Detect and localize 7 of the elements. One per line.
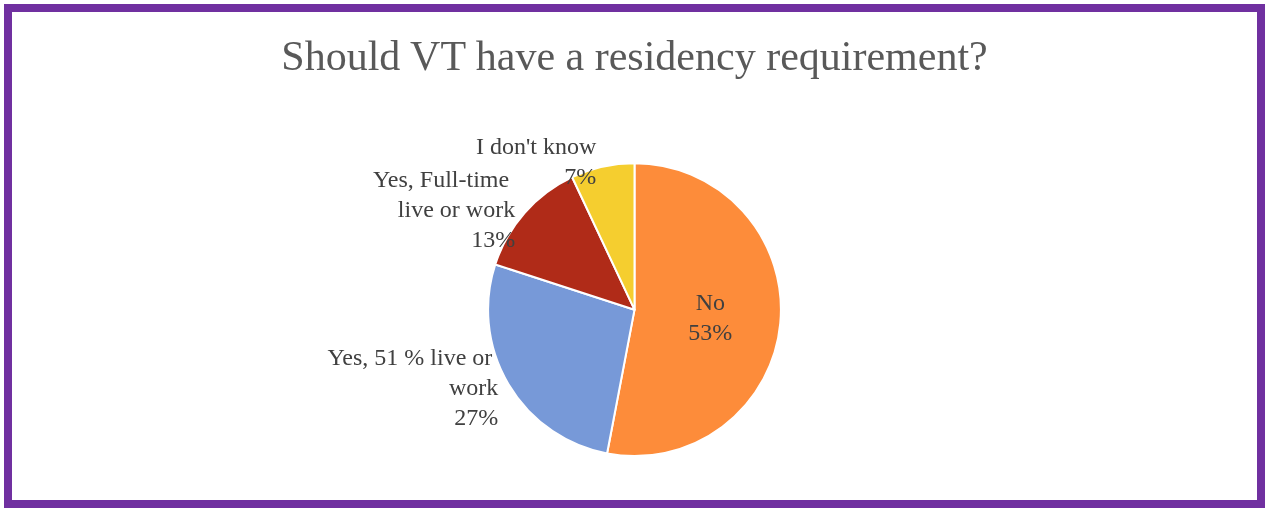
slice-label: Yes, Full-time live or work xyxy=(372,165,516,222)
slice-label: I don't know xyxy=(475,132,597,159)
chart-title: Should VT have a residency requirement? xyxy=(281,33,988,79)
data-label: 53% xyxy=(688,318,733,345)
data-label: 27% xyxy=(454,404,499,431)
slice-label: Yes, 51 % live or work xyxy=(327,344,499,401)
slice-label: No xyxy=(695,288,726,315)
